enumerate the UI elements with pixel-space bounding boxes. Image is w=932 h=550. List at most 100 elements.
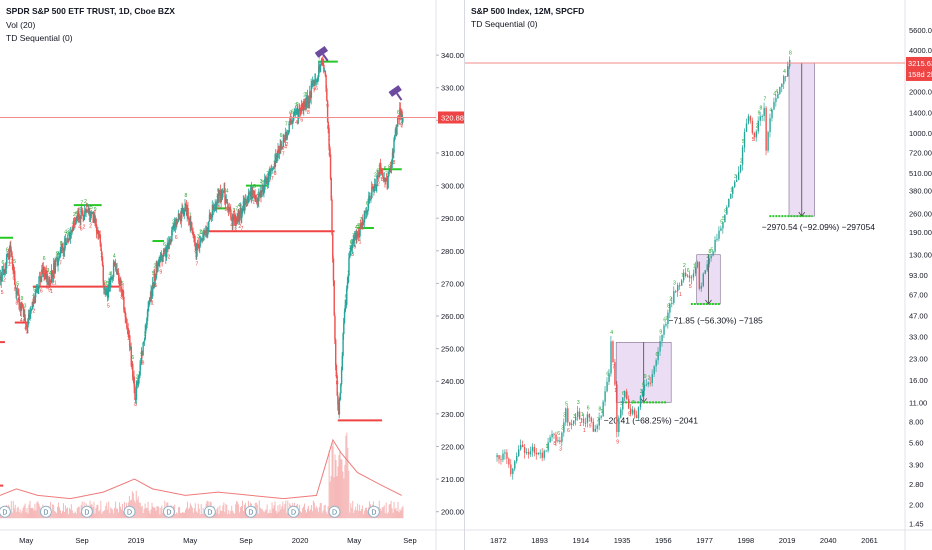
dividend-marker[interactable]: D <box>287 505 300 518</box>
volume-bar <box>29 500 31 519</box>
candle-body <box>763 107 765 117</box>
candle-body <box>229 207 231 210</box>
volume-bar <box>264 510 266 519</box>
hammer-handle <box>396 92 403 101</box>
volume-bar <box>277 505 279 519</box>
td-count-label: 2 <box>374 172 377 178</box>
volume-bar <box>106 502 108 519</box>
td-count-label: 2 <box>740 158 743 164</box>
price-tick-label: 33.00 <box>909 333 928 342</box>
dividend-marker[interactable]: D <box>80 505 93 518</box>
td-count-label: 9 <box>353 244 356 250</box>
candle-body <box>299 107 301 112</box>
candle-body <box>123 309 126 312</box>
candle-body <box>121 289 124 291</box>
candle-body <box>231 219 234 227</box>
td-count-label: 7 <box>285 122 288 128</box>
candle-body <box>158 256 161 262</box>
dividend-marker[interactable]: D <box>367 505 380 518</box>
candle-body <box>107 286 110 298</box>
candle-body <box>185 204 187 206</box>
candle-body <box>714 239 716 252</box>
candle-body <box>117 272 119 275</box>
candle-body <box>201 238 203 241</box>
td-count-label: 6 <box>6 248 9 254</box>
candle-body <box>399 108 402 116</box>
candle-body <box>103 281 105 290</box>
candle-body <box>36 289 38 292</box>
candle-body <box>391 164 393 168</box>
td-count-label: 9 <box>400 122 403 128</box>
dividend-marker[interactable]: D <box>123 505 136 518</box>
dividend-marker[interactable]: D <box>0 505 11 518</box>
hammer-marker-icon[interactable] <box>388 85 407 103</box>
candle-body <box>216 202 218 208</box>
candle-body <box>582 418 585 423</box>
candle-body <box>178 213 180 216</box>
candle-body <box>304 102 307 108</box>
candle-body <box>653 366 655 375</box>
volume-bar <box>192 512 194 519</box>
candle-body <box>336 375 338 396</box>
td-count-label: 6 <box>350 240 353 246</box>
dividend-marker[interactable]: D <box>39 505 52 518</box>
candle-body <box>694 267 697 274</box>
candle-body <box>211 204 214 218</box>
dividend-marker[interactable]: D <box>328 505 341 518</box>
candle-body <box>209 214 211 216</box>
candle-body <box>236 219 239 222</box>
candle-body <box>308 101 310 103</box>
dividend-marker[interactable]: D <box>162 505 175 518</box>
candle-body <box>54 261 57 274</box>
volume-bar <box>121 509 123 519</box>
price-range-measurement[interactable]: −71.85 (−56.30%) −7185 <box>668 254 763 326</box>
volume-bar <box>153 507 155 519</box>
candle-body <box>228 207 231 212</box>
candle-body <box>343 311 346 324</box>
volume-bar <box>276 513 278 519</box>
candle-body <box>618 417 620 432</box>
time-axis[interactable]: May Sep 2019 May Sep 2020 May Sep <box>19 536 416 545</box>
td-count-label: 6 <box>687 268 690 274</box>
right-chart-canvas[interactable]: −20.41 (−68.25%) −2041 −71.85 (−56.30%) −… <box>465 0 932 550</box>
td-count-label: 2 <box>8 262 11 268</box>
volume-bar <box>307 505 309 519</box>
candle-body <box>22 307 25 318</box>
hammer-marker-icon[interactable] <box>314 45 333 64</box>
td-count-label: 9 <box>644 374 647 380</box>
candle-body <box>315 79 317 82</box>
left-chart-canvas[interactable]: DDDDDDDDDD562627658858549834317256963394… <box>0 0 464 550</box>
pane-divider[interactable] <box>464 0 465 550</box>
td-sequential-indicator-label[interactable]: TD Sequential (0) <box>471 19 538 29</box>
price-axis[interactable]: 5600.004000.002800.002000.001400.001000.… <box>909 26 932 529</box>
candle-body <box>65 243 68 245</box>
volume-bar <box>30 508 32 519</box>
td-count-label: 1 <box>252 199 255 205</box>
candle-body <box>155 262 158 279</box>
price-range-measurement[interactable]: −20.41 (−68.25%) −2041 <box>604 342 699 426</box>
spy-daily-chart-pane[interactable]: SPDR S&P 500 ETF TRUST, 1D, Cboe BZX Vol… <box>0 0 464 550</box>
candle-body <box>136 381 138 386</box>
volume-bar <box>243 511 245 519</box>
candle-body <box>157 261 160 267</box>
candle-body <box>108 281 110 287</box>
candle-body <box>312 79 314 85</box>
td-sequential-indicator-label[interactable]: TD Sequential (0) <box>6 33 73 43</box>
td-count-label: 1 <box>579 422 582 428</box>
volume-indicator-label[interactable]: Vol (20) <box>6 20 36 30</box>
volume-bar <box>26 507 28 519</box>
candle-body <box>164 247 166 252</box>
td-count-label: 7 <box>32 295 35 301</box>
time-axis[interactable]: 1872 1893 1914 1935 1956 1977 1998 2019 2040 2061 <box>490 536 878 545</box>
dividend-marker[interactable]: D <box>203 505 216 518</box>
candle-body <box>592 421 595 432</box>
sp500-yearly-chart-pane[interactable]: S&P 500 Index, 12M, SPCFD TD Sequential … <box>465 0 932 550</box>
volume-bar <box>201 513 203 519</box>
candle-body <box>370 198 372 200</box>
price-range-measurement[interactable]: −2970.54 (−92.09%) −297054 <box>762 62 875 232</box>
dividend-marker[interactable]: D <box>244 505 257 518</box>
candle-body <box>649 382 651 384</box>
td-count-label: 8 <box>393 160 396 166</box>
candle-body <box>32 302 34 304</box>
candle-body <box>651 374 653 383</box>
